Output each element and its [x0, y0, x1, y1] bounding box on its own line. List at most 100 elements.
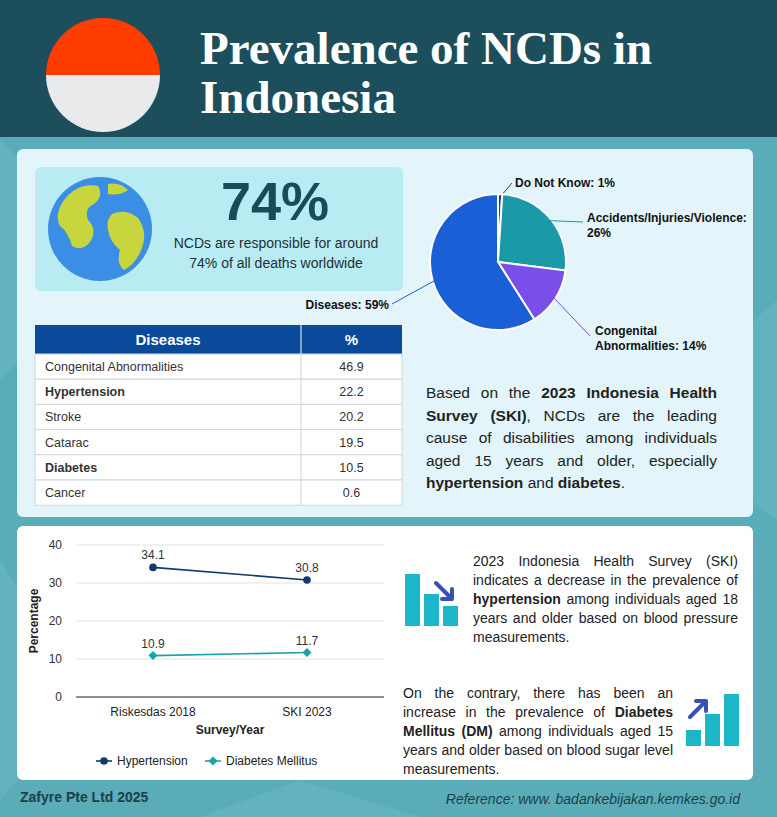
title: Prevalence of NCDs in Indonesia [200, 24, 745, 122]
icon-arrow [690, 701, 706, 717]
flag [40, 10, 170, 145]
table-divider [301, 404, 302, 429]
pie-label: Do Not Know: 1% [515, 176, 615, 191]
flag-red [40, 10, 170, 75]
top-panel [17, 149, 753, 517]
icon-bar [443, 606, 458, 626]
footer-reference: Reference: www. badankebijakan.kemkes.go… [446, 791, 741, 807]
table-row [35, 404, 402, 429]
marker [149, 564, 157, 572]
icon-bar [724, 694, 739, 746]
pie-label: Accidents/Injuries/Violence: 26% [587, 211, 752, 241]
x-axis-line [76, 697, 384, 698]
note: On the contrary, there has been an incre… [403, 684, 673, 779]
highlight-value: 74% [221, 171, 329, 231]
bottom-panel [17, 526, 753, 780]
text-segment: diabetes [558, 474, 621, 491]
grid-line [76, 621, 384, 622]
pie-label-category: Congenital Abnormalities: [595, 324, 679, 353]
grid-line [76, 659, 384, 660]
text-segment: hypertension [473, 591, 561, 607]
text-segment: Based on the [426, 384, 541, 401]
flag-white [40, 75, 170, 145]
note: 2023 Indonesia Health Survey (SKI) indic… [473, 552, 738, 647]
y-tick-label: 20 [49, 614, 63, 628]
x-tick-label: SKI 2023 [282, 705, 332, 719]
table-cell: 0.6 [343, 486, 360, 500]
table-cell: 19.5 [339, 436, 363, 450]
plot-area [149, 564, 312, 660]
marker [100, 757, 108, 765]
pie-label-category: Diseases: [306, 298, 362, 312]
y-tick-label: 30 [49, 576, 63, 590]
highlight-text: NCDs are responsible for around 74% of a… [165, 233, 387, 273]
grid-line [76, 545, 384, 546]
leader-line [392, 280, 436, 304]
bg-shape [200, 780, 420, 817]
highlight-box [35, 167, 403, 291]
table-cell: Catarac [45, 436, 89, 450]
pie-label-value: 59% [365, 298, 389, 312]
table-cell: Hypertension [45, 385, 125, 399]
icon-arrow [436, 583, 452, 599]
pie-label: Diseases: 59% [306, 298, 389, 313]
table-cell: 46.9 [339, 360, 363, 374]
table-row [35, 430, 402, 455]
leader-line [548, 221, 583, 222]
table-cell: 10.5 [339, 461, 363, 475]
table-row [35, 480, 402, 505]
marker [209, 757, 218, 766]
y-tick-label: 0 [55, 690, 62, 704]
table-cell: Congenital Abnormalities [45, 360, 183, 374]
x-tick-label: Riskesdas 2018 [110, 705, 196, 719]
data-label: 11.7 [296, 634, 319, 648]
table-cell: Stroke [45, 410, 81, 424]
legend-label: Diabetes Mellitus [226, 754, 317, 768]
series-line [153, 653, 307, 656]
summary: Based on the 2023 Indonesia Health Surve… [426, 382, 717, 495]
table-cell: 20.2 [339, 410, 363, 424]
series-line [153, 567, 307, 580]
table-row [35, 455, 402, 480]
table-divider [301, 379, 302, 404]
x-axis-title: Survey/Year [196, 723, 265, 737]
icon-bar [705, 714, 720, 746]
y-tick-label: 10 [49, 652, 63, 666]
table-cell: Cancer [45, 486, 85, 500]
pie-label-category: Do Not Know: [515, 176, 594, 190]
grid-line [76, 583, 384, 584]
y-tick-label: 40 [49, 538, 63, 552]
legend-label: Hypertension [117, 754, 188, 768]
table-divider [301, 480, 302, 505]
text-segment: . [621, 474, 625, 491]
table-divider [301, 430, 302, 455]
text-segment: 2023 Indonesia Health Survey (SKI) indic… [473, 553, 738, 588]
pie-label-value: 26% [587, 226, 611, 240]
pie-label-value: 1% [598, 176, 615, 190]
marker [303, 648, 312, 657]
pie-slice [498, 194, 566, 270]
pie-label: Congenital Abnormalities: 14% [595, 324, 720, 354]
table-divider [301, 354, 302, 379]
text-segment: hypertension [426, 474, 523, 491]
marker [149, 651, 158, 660]
pie-label-value: 14% [682, 339, 706, 353]
table-divider [301, 455, 302, 480]
table-row [35, 379, 402, 404]
globe-land [58, 185, 101, 248]
table-header [35, 325, 402, 354]
leader-line [553, 297, 590, 336]
pie-label-category: Accidents/Injuries/Violence: [587, 211, 747, 225]
y-axis-title: Percentage [27, 588, 41, 653]
text-segment: and [523, 474, 557, 491]
icon-bar [686, 730, 701, 746]
table-cell: 22.2 [339, 385, 363, 399]
icon-bar [424, 594, 439, 626]
data-label: 10.9 [141, 637, 165, 651]
table-divider [301, 325, 302, 354]
globe-land [108, 212, 145, 270]
data-label: 34.1 [141, 548, 165, 562]
globe [48, 177, 152, 281]
data-label: 30.8 [295, 561, 319, 575]
footer-credit: Zafyre Pte Ltd 2025 [20, 789, 149, 805]
